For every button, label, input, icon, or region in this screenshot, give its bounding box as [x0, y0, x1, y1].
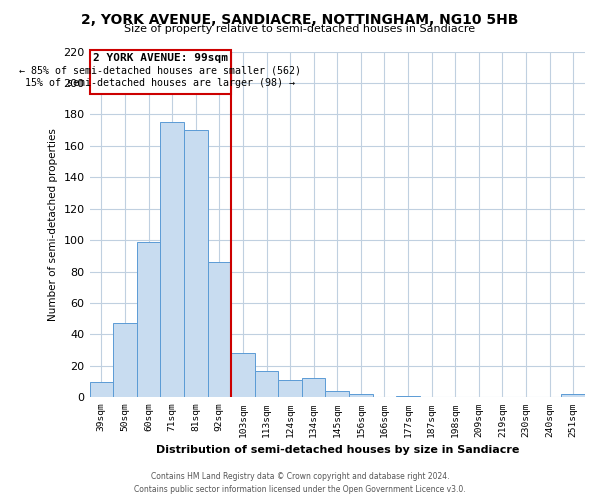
Bar	[137, 242, 160, 398]
Bar	[396, 396, 420, 398]
Bar	[562, 394, 585, 398]
Bar	[231, 354, 255, 398]
Bar	[113, 324, 137, 398]
Bar	[160, 122, 184, 398]
Bar	[325, 391, 349, 398]
Y-axis label: Number of semi-detached properties: Number of semi-detached properties	[48, 128, 58, 321]
Bar	[89, 382, 113, 398]
Bar	[208, 262, 231, 398]
Bar	[184, 130, 208, 398]
Text: 15% of semi-detached houses are larger (98) →: 15% of semi-detached houses are larger (…	[25, 78, 295, 88]
Bar	[349, 394, 373, 398]
X-axis label: Distribution of semi-detached houses by size in Sandiacre: Distribution of semi-detached houses by …	[155, 445, 519, 455]
Text: 2 YORK AVENUE: 99sqm: 2 YORK AVENUE: 99sqm	[93, 53, 228, 63]
Text: Contains HM Land Registry data © Crown copyright and database right 2024.
Contai: Contains HM Land Registry data © Crown c…	[134, 472, 466, 494]
Text: 2, YORK AVENUE, SANDIACRE, NOTTINGHAM, NG10 5HB: 2, YORK AVENUE, SANDIACRE, NOTTINGHAM, N…	[82, 12, 518, 26]
Text: Size of property relative to semi-detached houses in Sandiacre: Size of property relative to semi-detach…	[124, 24, 476, 34]
Bar	[255, 370, 278, 398]
Text: ← 85% of semi-detached houses are smaller (562): ← 85% of semi-detached houses are smalle…	[19, 66, 301, 76]
FancyBboxPatch shape	[89, 50, 231, 94]
Bar	[302, 378, 325, 398]
Bar	[278, 380, 302, 398]
